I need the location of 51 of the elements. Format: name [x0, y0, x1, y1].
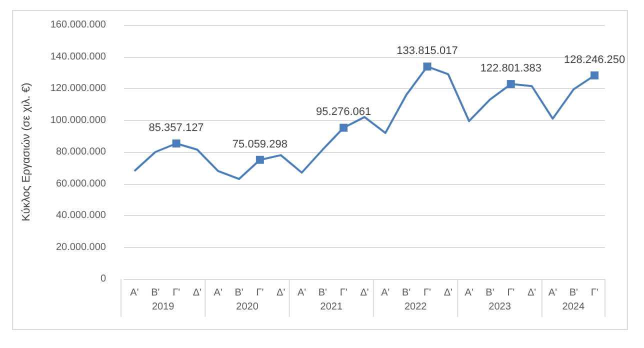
text: 2019: [152, 302, 175, 312]
y-tick-label: 160.000.000: [50, 20, 106, 30]
data-label: 75.059.298: [232, 138, 288, 150]
point: [506, 80, 515, 88]
x-tick-label: Α': [464, 288, 474, 298]
x-tick-label: Β': [151, 288, 160, 298]
x-tick-label: Β': [402, 288, 411, 298]
x-tick-label: Α': [130, 288, 139, 298]
y-tick-label: 140.000.000: [50, 51, 106, 62]
x-tick-label: Β': [318, 288, 328, 298]
data-label: 85.357.127: [148, 122, 204, 134]
point: [590, 71, 599, 80]
y-tick-label: 100.000.000: [50, 114, 106, 126]
x-tick-label: Γ': [256, 288, 264, 298]
y-tick-label: 0: [100, 274, 106, 284]
x-tick-label: Γ': [340, 288, 348, 298]
x-tick-label: Β': [234, 288, 244, 298]
x-tick-label: Δ': [192, 288, 202, 298]
text: 2021: [320, 302, 343, 312]
x-tick-label: Α': [548, 288, 558, 298]
point: [423, 62, 432, 71]
y-tick-label: 40.000.000: [56, 210, 106, 221]
x-tick-label: Α': [214, 288, 222, 298]
text: 2024: [562, 302, 585, 312]
x-tick-label: Α': [297, 288, 306, 298]
x-tick-label: Α': [381, 288, 390, 298]
data-label: 95.276.061: [316, 106, 372, 118]
x-tick-label: Δ': [360, 288, 369, 298]
x-tick-label: Δ': [276, 288, 286, 298]
point: [172, 139, 180, 148]
x-tick-label: Δ': [528, 288, 536, 298]
text: 2022: [404, 302, 428, 312]
point: [340, 124, 348, 132]
x-tick-label: Δ': [444, 288, 453, 298]
x-tick-label: Β': [569, 288, 578, 298]
data-label: 133.815.017: [396, 45, 458, 58]
y-tick-label: 120.000.000: [50, 83, 106, 94]
y-tick-label: 20.000.000: [56, 242, 106, 253]
x-tick-label: Γ': [424, 288, 432, 298]
text: 2020: [236, 302, 259, 312]
data-label: 122.801.383: [480, 62, 542, 75]
x-tick-label: Γ': [172, 288, 180, 298]
data-label: 128.246.250: [564, 54, 626, 66]
y-tick-label: 80.000.000: [56, 146, 106, 158]
x-tick-label: Β': [486, 288, 494, 298]
y-tick-label: 60.000.000: [56, 178, 106, 190]
text: 2023: [488, 302, 512, 312]
x-tick-label: Γ': [507, 288, 515, 298]
point: [256, 156, 264, 164]
y-axis-title: Κύκλος Εργασιών (σε χιλ. €): [20, 82, 32, 222]
x-tick-label: Γ': [590, 288, 598, 298]
